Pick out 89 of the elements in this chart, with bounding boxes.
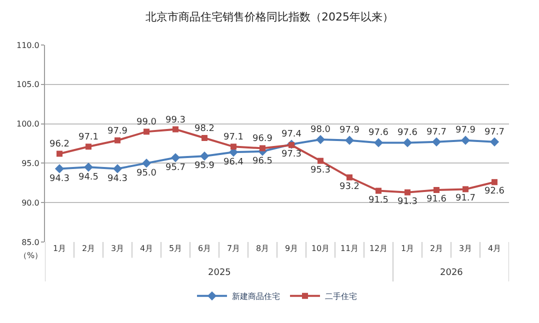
y-tick-label: 90.0 <box>22 198 40 208</box>
x-tick-label: 9月 <box>284 244 298 253</box>
data-label: 91.6 <box>426 194 447 204</box>
x-tick-label: 8月 <box>256 244 270 253</box>
data-label: 96.4 <box>223 157 244 168</box>
point <box>344 136 354 145</box>
point <box>402 138 412 148</box>
point <box>172 126 178 132</box>
data-label: 97.6 <box>368 128 389 138</box>
point <box>460 136 470 145</box>
data-label: 94.3 <box>107 174 128 184</box>
point <box>84 162 94 172</box>
x-tick-label: 6月 <box>198 244 212 253</box>
point <box>462 186 468 192</box>
data-label: 97.4 <box>281 130 302 140</box>
point <box>374 138 384 148</box>
data-label: 97.1 <box>223 132 244 143</box>
data-label: 99.3 <box>165 115 186 126</box>
data-label: 96.9 <box>252 134 273 144</box>
x-tick-label: 1月 <box>52 244 66 253</box>
y-tick-label: 100.0 <box>16 120 40 129</box>
data-label: 97.3 <box>281 150 302 160</box>
y-tick-label: 105.0 <box>16 80 40 90</box>
y-axis-title: （%） <box>19 251 43 260</box>
y-tick-label: 110.0 <box>16 40 40 50</box>
point <box>434 186 440 193</box>
data-label: 99.0 <box>136 118 157 128</box>
point <box>56 150 62 157</box>
x-tick-label: 4月 <box>488 244 502 253</box>
data-label: 91.7 <box>455 194 476 204</box>
data-label: 95.9 <box>194 161 215 172</box>
x-tick-label: 11月 <box>340 244 359 253</box>
x-tick-label: 5月 <box>168 244 182 253</box>
data-label: 98.2 <box>194 124 215 134</box>
point <box>170 153 180 162</box>
point <box>432 137 442 146</box>
data-label: 95.0 <box>136 168 157 178</box>
data-label: 95.3 <box>310 165 331 176</box>
data-label: 97.6 <box>397 128 418 138</box>
x-tick-label: 2月 <box>82 244 96 253</box>
data-label: 91.3 <box>397 196 418 207</box>
legend-label: 二手住宅 <box>325 292 357 302</box>
data-label: 98.0 <box>310 124 331 135</box>
data-label: 97.9 <box>107 126 128 136</box>
data-label: 91.5 <box>368 195 389 206</box>
point <box>202 134 208 141</box>
x-tick-label: 10月 <box>311 244 330 253</box>
y-tick-label: 85.0 <box>22 238 40 247</box>
x-tick-label: 3月 <box>458 244 472 253</box>
point <box>230 144 236 150</box>
point <box>376 188 382 194</box>
point <box>288 142 294 148</box>
point <box>142 158 152 168</box>
point <box>318 158 324 164</box>
point <box>86 144 92 150</box>
point <box>404 189 410 196</box>
data-label: 97.1 <box>78 132 99 143</box>
point <box>112 164 122 174</box>
text: 2026 <box>440 268 464 278</box>
data-label: 94.5 <box>78 172 99 182</box>
data-label: 92.6 <box>484 186 505 197</box>
data-label: 93.2 <box>339 182 360 192</box>
data-label: 97.7 <box>426 127 447 138</box>
data-label: 96.2 <box>49 140 70 150</box>
x-tick-label: 12月 <box>369 244 388 253</box>
point <box>54 164 64 174</box>
text: 2025 <box>208 268 231 278</box>
x-tick-label: 4月 <box>140 244 154 253</box>
x-tick-label: 7月 <box>226 244 240 253</box>
point <box>492 179 498 186</box>
point <box>200 152 210 161</box>
data-label: 97.7 <box>484 127 505 138</box>
point <box>346 174 352 180</box>
data-label: 97.9 <box>339 126 360 136</box>
data-label: 95.7 <box>165 162 186 173</box>
point <box>260 145 266 152</box>
x-tick-label: 1月 <box>400 244 414 253</box>
x-tick-label: 2月 <box>430 244 444 253</box>
data-label: 97.9 <box>455 126 476 136</box>
point <box>144 128 150 135</box>
point <box>114 137 120 144</box>
data-label: 94.3 <box>49 174 70 184</box>
x-tick-label: 3月 <box>110 244 124 253</box>
legend-label: 新建商品住宅 <box>232 292 280 302</box>
chart-title: 北京市商品住宅销售价格同比指数（2025年以来） <box>146 10 394 24</box>
point <box>490 137 500 146</box>
y-tick-label: 95.0 <box>22 159 40 168</box>
data-label: 96.5 <box>252 156 273 167</box>
point <box>316 135 326 144</box>
